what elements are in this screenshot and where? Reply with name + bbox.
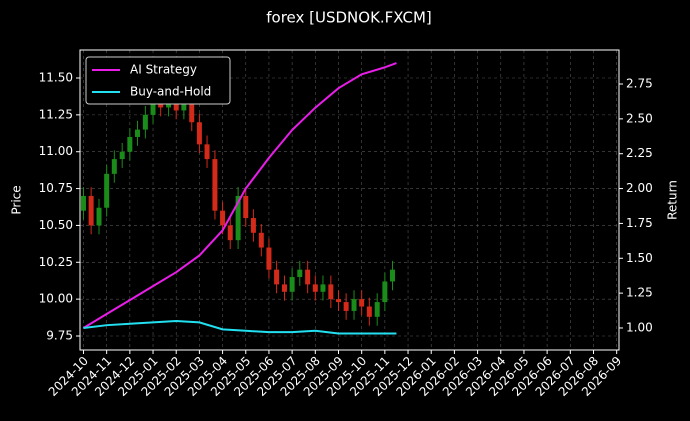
return-line [82, 62, 397, 329]
candle-body [150, 100, 156, 115]
candle-body [88, 195, 94, 226]
y-tick-label: 11.25 [39, 107, 73, 121]
candle-body [274, 269, 280, 285]
legend-box [85, 56, 231, 105]
candle-body [359, 299, 365, 307]
candle-body [297, 269, 303, 278]
y-tick-label: 11.50 [39, 71, 73, 85]
y2-tick-label: 1.00 [626, 320, 653, 334]
candle-body [227, 225, 233, 241]
candle-body [266, 247, 272, 270]
legend-label: Buy-and-Hold [130, 85, 211, 99]
candle-body [366, 306, 372, 317]
candle-body [235, 195, 241, 241]
y2-tick-label: 2.50 [626, 111, 653, 125]
y2-tick-label: 2.25 [626, 146, 653, 160]
candle-body [258, 232, 264, 248]
candle-body [382, 281, 388, 303]
candle-body [212, 159, 218, 211]
y2-tick-label: 1.50 [626, 251, 653, 265]
candle-body [281, 284, 287, 292]
candle-body [335, 299, 341, 303]
candle-body [181, 104, 187, 111]
candle-body [111, 159, 117, 174]
y-axis-label: Price [10, 185, 24, 214]
candle-body [289, 277, 295, 292]
candle-body [134, 129, 140, 137]
candle-body [250, 218, 256, 233]
candle-body [351, 299, 357, 311]
candle-body [320, 284, 326, 292]
candle-body [96, 207, 102, 226]
return-line [83, 320, 397, 335]
candle-body [220, 210, 226, 226]
candle-body [374, 302, 380, 317]
y-tick-label: 10.75 [39, 181, 73, 195]
candle-body [119, 151, 125, 160]
y2-tick-label: 1.25 [626, 286, 653, 300]
candle-body [343, 302, 349, 311]
candle-body [142, 114, 148, 130]
candle-body [305, 269, 311, 285]
y-tick-label: 11.00 [39, 144, 73, 158]
plot-frame [79, 49, 620, 351]
candle-body [328, 284, 334, 300]
y-tick-label: 10.25 [39, 255, 73, 269]
candle-body [127, 136, 133, 152]
candle-body [189, 104, 195, 123]
y-tick-label: 10.00 [39, 292, 73, 306]
y-tick-label: 9.75 [46, 328, 73, 342]
candle-body [312, 284, 318, 292]
candle-body [204, 144, 210, 160]
y2-tick-label: 2.00 [626, 181, 653, 195]
legend-label: AI Strategy [130, 63, 197, 77]
candle-body [243, 195, 249, 219]
y-tick-label: 10.50 [39, 218, 73, 232]
candle-body [80, 195, 86, 211]
candle-body [104, 173, 110, 208]
y2-tick-label: 2.75 [626, 77, 653, 91]
y2-axis-label: Return [666, 180, 680, 220]
y2-tick-label: 1.75 [626, 216, 653, 230]
chart-title: forex [USDNOK.FXCM] [266, 9, 432, 27]
candle-body [196, 122, 202, 145]
candle-body [390, 269, 396, 282]
